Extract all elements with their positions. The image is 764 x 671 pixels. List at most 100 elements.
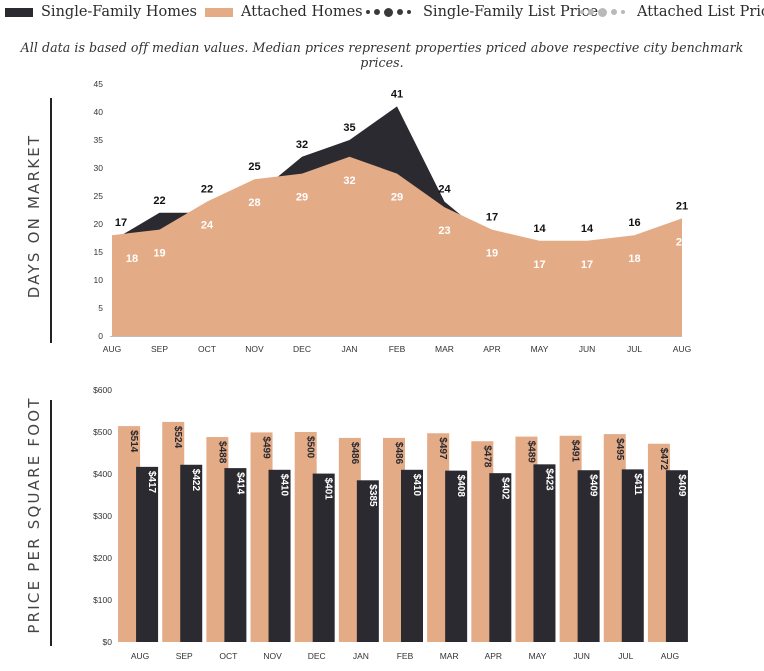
- single-family-bar: [401, 469, 423, 642]
- x-tick-label: JUN: [573, 651, 590, 661]
- single-family-value-label: 24: [438, 184, 451, 196]
- attached-bar-label: $489: [525, 441, 536, 464]
- attached-bar-label: $472: [658, 448, 669, 471]
- legend: Single-Family Homes Attached Homes Singl…: [0, 0, 764, 28]
- x-tick-label: MAR: [435, 344, 454, 354]
- y-tick-label: $300: [93, 511, 112, 521]
- x-tick-label: SEP: [151, 344, 168, 354]
- attached-bar-label: $499: [261, 436, 272, 459]
- y-axis-title: PRICE PER SQUARE FOOT: [25, 396, 43, 633]
- sf-list-price-dots-icon: [366, 7, 415, 17]
- attached-value-label: 17: [581, 259, 593, 271]
- y-tick-label: 45: [94, 79, 104, 89]
- legend-label-attached-list-price: Attached List Price: [637, 4, 764, 20]
- single-family-bar: [312, 473, 335, 642]
- legend-label-attached-homes: Attached Homes: [241, 4, 363, 20]
- single-family-bar: [577, 470, 600, 642]
- single-family-value-label: 25: [248, 161, 260, 173]
- x-tick-label: NOV: [245, 344, 264, 354]
- single-family-bar-label: $408: [455, 475, 466, 498]
- attached-value-label: 19: [486, 248, 498, 260]
- single-family-bar-label: $423: [543, 468, 554, 491]
- attached-bar-label: $495: [614, 438, 625, 461]
- x-tick-label: FEB: [397, 651, 414, 661]
- single-family-value-label: 21: [676, 200, 688, 212]
- y-tick-label: 30: [94, 163, 104, 173]
- x-tick-label: AUG: [103, 344, 121, 354]
- single-family-value-label: 14: [581, 223, 594, 235]
- single-family-bar: [533, 464, 556, 642]
- single-family-value-label: 17: [115, 217, 127, 229]
- single-family-value-label: 41: [391, 88, 403, 100]
- legend-label-sf-homes: Single-Family Homes: [41, 4, 198, 20]
- attached-bar-label: $488: [216, 441, 227, 464]
- single-family-value-label: 35: [343, 122, 355, 134]
- single-family-value-label: 17: [486, 212, 498, 224]
- attached-bar-label: $491: [570, 440, 581, 463]
- attached-bar: [294, 432, 317, 642]
- attached-list-price-dots-icon: [580, 7, 629, 17]
- attached-value-label: 17: [533, 259, 545, 271]
- attached-value-label: 21: [676, 236, 688, 248]
- single-family-bar-label: $385: [367, 484, 378, 507]
- x-tick-label: DEC: [308, 651, 326, 661]
- single-family-bar: [180, 464, 203, 642]
- attached-bar: [515, 436, 538, 642]
- attached-bar-label: $486: [393, 442, 404, 465]
- attached-homes-swatch-icon: [205, 7, 233, 17]
- single-family-value-label: 14: [533, 223, 546, 235]
- attached-bar-label: $500: [305, 436, 316, 459]
- single-family-value-label: 32: [296, 139, 308, 151]
- single-family-bar: [268, 469, 291, 642]
- x-tick-label: JUL: [618, 651, 633, 661]
- x-tick-label: DEC: [293, 344, 311, 354]
- attached-bar: [338, 437, 361, 642]
- attached-bar: [162, 421, 185, 642]
- attached-bar-label: $486: [349, 442, 360, 465]
- sf-homes-swatch-icon: [5, 7, 33, 17]
- y-tick-label: $100: [93, 595, 112, 605]
- attached-bar: [471, 441, 494, 642]
- x-tick-label: MAY: [529, 651, 547, 661]
- single-family-bar-label: $402: [499, 477, 510, 500]
- y-tick-label: $600: [93, 385, 112, 395]
- x-tick-label: APR: [485, 651, 502, 661]
- y-tick-label: 25: [94, 191, 104, 201]
- x-tick-label: FEB: [389, 344, 406, 354]
- single-family-bar: [136, 466, 159, 642]
- x-tick-label: SEP: [176, 651, 193, 661]
- price-per-sqft-chart: $0 $100 $200 $300 $400 $500 $600 $514 $417 AUG $52…: [25, 385, 688, 661]
- legend-item-sf-list-price: Single-Family List Price: [366, 4, 598, 20]
- y-tick-label: $500: [93, 427, 112, 437]
- x-tick-label: NOV: [263, 651, 282, 661]
- y-tick-label: 20: [94, 219, 104, 229]
- attached-value-label: 18: [628, 253, 640, 265]
- x-tick-label: JUN: [579, 344, 596, 354]
- attached-bar: [427, 433, 450, 642]
- x-tick-label: APR: [483, 344, 500, 354]
- x-tick-label: MAR: [440, 651, 459, 661]
- single-family-bar-label: $422: [190, 469, 201, 492]
- single-family-bar-label: $410: [411, 474, 422, 497]
- y-tick-label: $200: [93, 553, 112, 563]
- attached-value-label: 29: [391, 192, 403, 204]
- single-family-bar: [665, 470, 688, 642]
- attached-bar: [603, 434, 626, 642]
- attached-bar-label: $524: [172, 426, 183, 449]
- y-axis-title: DAYS ON MARKET: [25, 134, 43, 299]
- attached-value-label: 24: [201, 220, 214, 232]
- attached-bar: [118, 426, 141, 642]
- attached-bar: [250, 432, 273, 642]
- x-tick-label: AUG: [673, 344, 691, 354]
- single-family-bar: [621, 469, 644, 642]
- attached-value-label: 29: [296, 192, 308, 204]
- x-tick-label: JAN: [353, 651, 369, 661]
- y-tick-label: $0: [103, 637, 113, 647]
- single-family-bar: [224, 468, 247, 642]
- single-family-value-label: 22: [153, 195, 165, 207]
- attached-bar-label: $478: [481, 445, 492, 468]
- single-family-bar-label: $411: [632, 473, 643, 495]
- y-tick-label: 15: [94, 247, 104, 257]
- single-family-value-label: 22: [201, 184, 213, 196]
